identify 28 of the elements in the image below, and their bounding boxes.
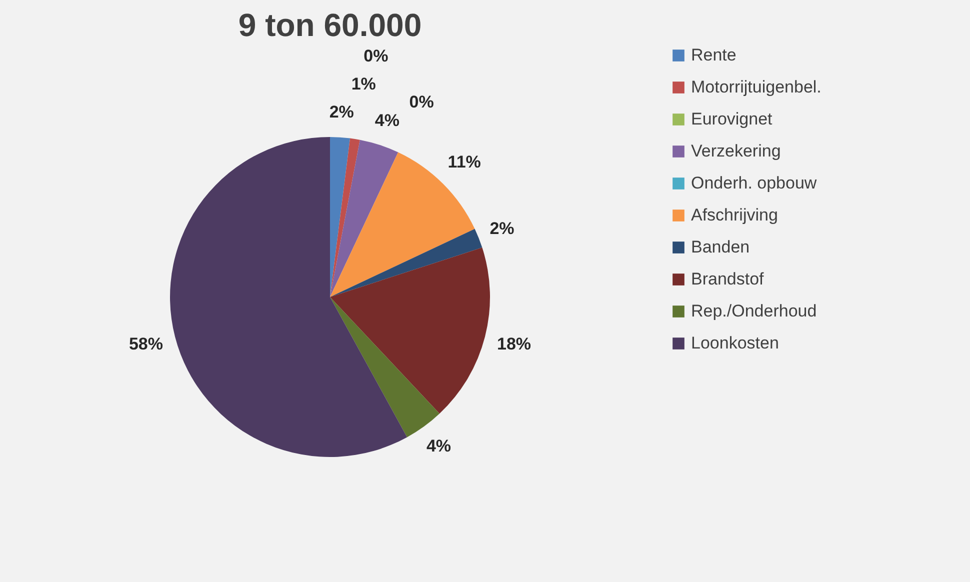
- legend-label: Motorrijtuigenbel.: [691, 78, 822, 96]
- legend-label: Eurovignet: [691, 110, 773, 128]
- text: 0%: [364, 46, 388, 66]
- data-label: 18%: [497, 334, 532, 354]
- data-label: 4%: [426, 436, 452, 456]
- data-label: 58%: [128, 334, 163, 354]
- data-label: 2%: [329, 102, 354, 122]
- data-label: 4%: [374, 111, 400, 130]
- text: 0%: [409, 92, 434, 112]
- legend-label: Onderh. opbouw: [691, 174, 818, 192]
- pie-slice: [330, 138, 360, 297]
- pie-slice: [330, 228, 482, 297]
- data-label: 2%: [490, 218, 514, 238]
- pie-slice: [330, 137, 350, 297]
- data-label: 11%: [448, 152, 481, 172]
- legend-label: Banden: [691, 238, 750, 256]
- legend-label: Verzekering: [691, 142, 781, 160]
- pie-slice: [330, 140, 398, 297]
- legend-label: Loonkosten: [691, 334, 779, 352]
- legend-label: Afschrijving: [691, 206, 778, 224]
- pie-slice: [330, 248, 490, 414]
- pie-slice: [170, 137, 408, 457]
- data-label: 1%: [351, 74, 376, 94]
- legend-label: Brandstof: [691, 270, 764, 288]
- legend-label: Rep./Onderhoud: [691, 302, 817, 320]
- chart-title: 9 ton 60.000: [238, 7, 422, 43]
- pie-slice: [330, 297, 440, 438]
- legend-label: Rente: [691, 46, 736, 64]
